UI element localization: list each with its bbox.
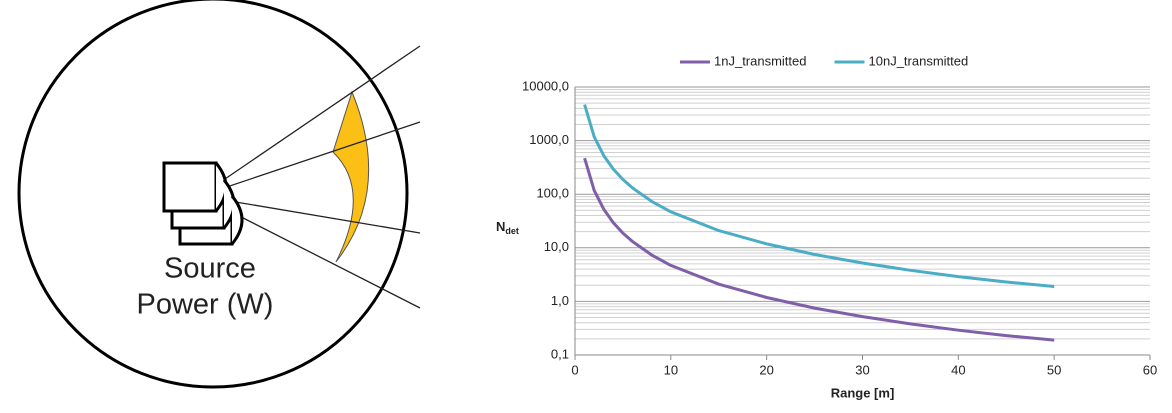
y-tick-label: 100,0 <box>536 186 569 201</box>
x-tick-label: 0 <box>571 362 578 377</box>
y-axis-label-sub: det <box>505 226 519 236</box>
y-tick-label: 10,0 <box>544 239 569 254</box>
x-tick-label: 10 <box>664 362 678 377</box>
legend-label: 1nJ_transmitted <box>714 53 807 68</box>
chart: 0,1 1,0 10,0 100,0 1000,0 10000,0 0 10 20 30 40 50 6… <box>496 53 1157 400</box>
x-tick-label: 30 <box>855 362 869 377</box>
x-tick-label: 60 <box>1143 362 1157 377</box>
y-tick-label: 10000,0 <box>522 78 569 93</box>
x-tick-label: 40 <box>951 362 965 377</box>
page: {"diagram": {"label_line1": "Source", "l… <box>0 0 1172 408</box>
figure: Source Power (W) 0,1 1,0 10,0 100,0 1000,0 10… <box>0 0 1172 408</box>
y-axis-label: Ndet <box>496 219 519 236</box>
diagram-label: Power (W) <box>137 289 274 321</box>
beam-crescent <box>333 92 369 262</box>
x-tick-label: 50 <box>1047 362 1061 377</box>
legend-label: 10nJ_transmitted <box>869 53 969 68</box>
x-axis-label: Range [m] <box>831 385 895 400</box>
x-tick-label: 20 <box>759 362 773 377</box>
y-tick-label: 1000,0 <box>529 132 569 147</box>
y-tick-label: 0,1 <box>551 346 569 361</box>
diagram-label: Source <box>164 253 256 285</box>
y-tick-label: 1,0 <box>551 293 569 308</box>
diagram: Source Power (W) <box>19 0 420 387</box>
y-axis-label-main: N <box>496 219 505 234</box>
